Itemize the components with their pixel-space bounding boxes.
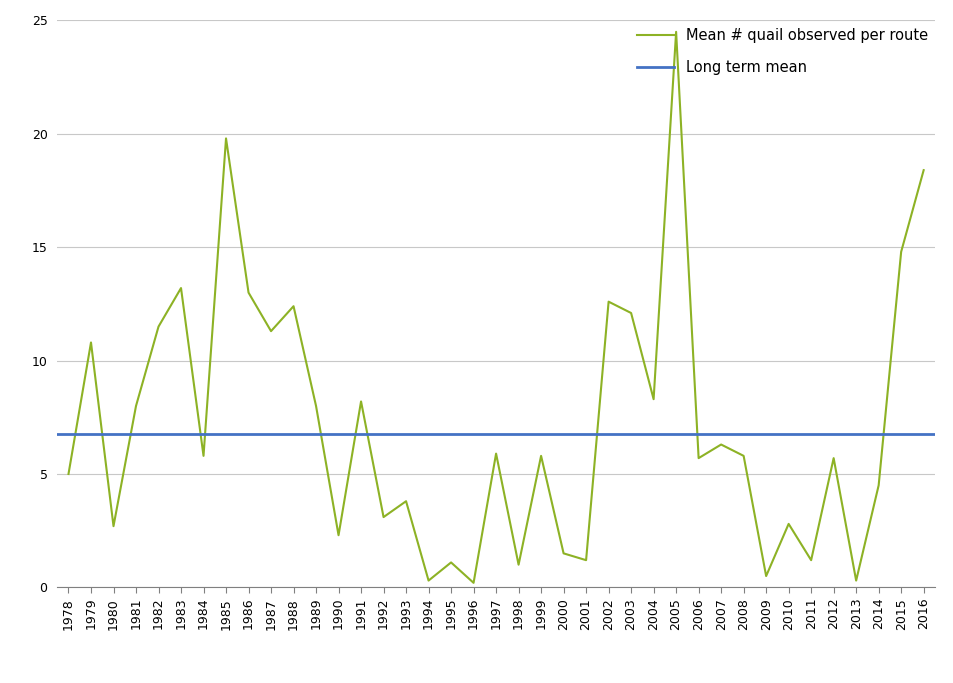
- Mean # quail observed per route: [804, 556, 816, 564]
- Mean # quail observed per route: [579, 556, 591, 564]
- Mean # quail observed per route: [895, 248, 906, 256]
- Mean # quail observed per route: [917, 166, 928, 174]
- Mean # quail observed per route: [827, 454, 839, 462]
- Mean # quail observed per route: [152, 322, 164, 331]
- Mean # quail observed per route: [715, 441, 726, 449]
- Line: Mean # quail observed per route: Mean # quail observed per route: [69, 32, 923, 583]
- Mean # quail observed per route: [265, 327, 276, 335]
- Mean # quail observed per route: [377, 513, 389, 521]
- Mean # quail observed per route: [602, 298, 614, 306]
- Mean # quail observed per route: [422, 576, 434, 585]
- Mean # quail observed per route: [647, 395, 659, 403]
- Mean # quail observed per route: [670, 28, 681, 36]
- Mean # quail observed per route: [760, 572, 771, 580]
- Mean # quail observed per route: [445, 558, 456, 566]
- Mean # quail observed per route: [467, 579, 478, 587]
- Mean # quail observed per route: [400, 497, 412, 505]
- Legend: Mean # quail observed per route, Long term mean: Mean # quail observed per route, Long te…: [637, 28, 926, 75]
- Mean # quail observed per route: [355, 398, 366, 406]
- Mean # quail observed per route: [513, 561, 524, 569]
- Mean # quail observed per route: [737, 451, 748, 460]
- Mean # quail observed per route: [131, 402, 142, 410]
- Mean # quail observed per route: [243, 288, 254, 296]
- Mean # quail observed per route: [849, 576, 861, 585]
- Mean # quail observed per route: [108, 522, 119, 530]
- Mean # quail observed per route: [175, 284, 187, 292]
- Mean # quail observed per route: [197, 451, 209, 460]
- Mean # quail observed per route: [692, 454, 703, 462]
- Mean # quail observed per route: [63, 470, 74, 478]
- Mean # quail observed per route: [558, 549, 569, 557]
- Mean # quail observed per route: [535, 451, 546, 460]
- Mean # quail observed per route: [782, 520, 794, 528]
- Mean # quail observed per route: [625, 309, 637, 317]
- Mean # quail observed per route: [220, 135, 232, 143]
- Mean # quail observed per route: [288, 302, 299, 310]
- Mean # quail observed per route: [490, 449, 501, 458]
- Mean # quail observed per route: [310, 402, 321, 410]
- Mean # quail observed per route: [85, 338, 96, 346]
- Mean # quail observed per route: [333, 531, 344, 540]
- Mean # quail observed per route: [872, 482, 883, 490]
